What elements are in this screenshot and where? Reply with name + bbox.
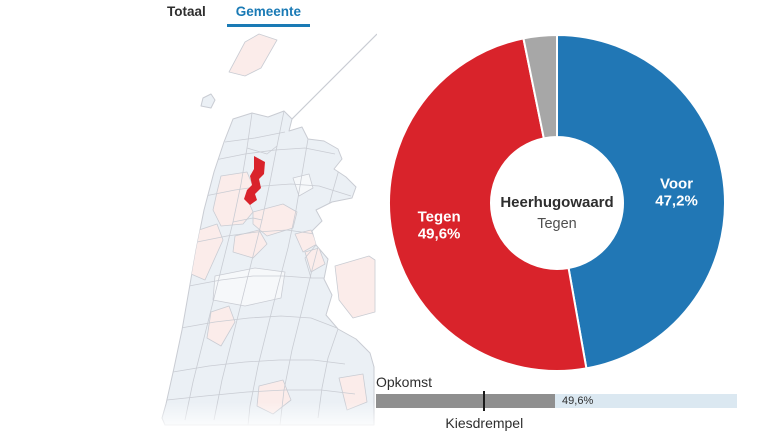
selected-municipality-title: Heerhugowaard [500,194,613,211]
turnout-value: 49,6% [562,395,594,407]
view-tabs: Totaal Gemeente [167,1,311,27]
map-afsluitdijk-line [290,33,377,121]
donut-chart: Voor 47,2% Tegen 49,6% Heerhugowaard Tegen [388,33,726,372]
map-municipality-heerhugowaard[interactable] [244,156,265,205]
map-region-texel[interactable] [228,33,278,77]
map-municipality-borders [166,111,356,425]
map-region-islet[interactable] [200,93,216,109]
donut-slice-tegen[interactable] [388,37,588,372]
turnout-section: Opkomst 49,6% Kiesdrempel [376,374,737,431]
slice-label-tegen: Tegen 49,6% [418,208,461,242]
threshold-label: Kiesdrempel [445,415,524,431]
donut-slice-voor[interactable] [556,33,726,370]
slice-label-voor: Voor 47,2% [655,175,698,209]
map-bottom-fade [155,402,377,432]
turnout-fill [376,394,556,408]
donut-slice-overig[interactable] [522,33,558,140]
winning-option-subtitle: Tegen [537,216,577,232]
map-mainland[interactable] [161,110,375,426]
threshold-marker [483,391,486,411]
tab-gemeente[interactable]: Gemeente [226,1,311,27]
map-region-across-water[interactable] [334,255,376,319]
municipality-map[interactable] [155,28,377,432]
donut-slices[interactable]: Voor 47,2% Tegen 49,6% [388,33,726,372]
tab-totaal[interactable]: Totaal [167,4,206,19]
map-municipalities-tinted[interactable] [190,171,368,415]
turnout-bar[interactable]: 49,6% Kiesdrempel [376,391,737,431]
turnout-label: Opkomst [376,374,433,390]
